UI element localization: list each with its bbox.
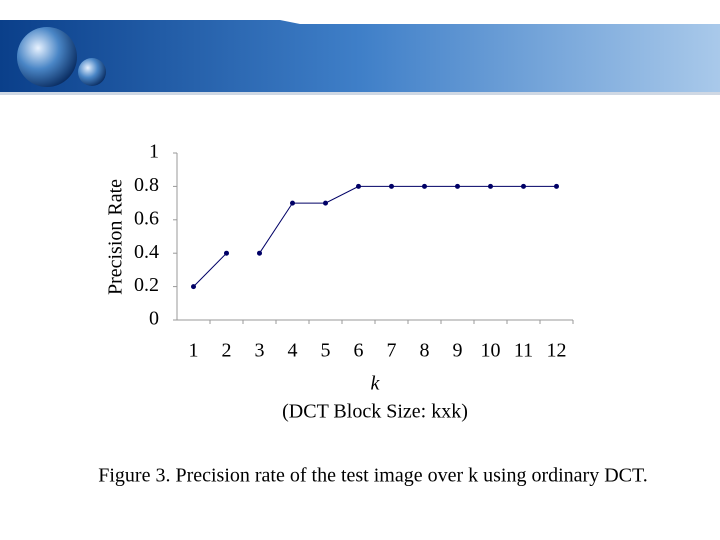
y-tick-label: 0.2: [134, 274, 159, 296]
x-tick-label: 12: [547, 340, 567, 362]
x-tick-label: 8: [420, 340, 430, 362]
data-point: [191, 284, 196, 290]
y-tick-label: 0.6: [134, 207, 159, 229]
data-point: [455, 183, 460, 189]
x-tick-label: 9: [453, 340, 463, 362]
data-point: [422, 183, 427, 189]
x-tick-label: 2: [222, 340, 232, 362]
data-point: [290, 200, 295, 206]
y-tick-label: 1: [149, 141, 159, 163]
data-point: [521, 183, 526, 189]
x-tick-label: 11: [514, 340, 533, 362]
x-tick-label: 7: [387, 340, 397, 362]
data-point: [323, 200, 328, 206]
caption: Figure 3. Precision rate of the test ima…: [98, 465, 648, 487]
data-point: [389, 183, 394, 189]
y-tick-label: 0: [149, 308, 159, 330]
x-axis-sublabel: (DCT Block Size: kxk): [282, 401, 468, 423]
x-tick-label: 6: [354, 340, 364, 362]
y-tick-label: 0.8: [134, 174, 159, 196]
x-tick-label: 5: [321, 340, 331, 362]
data-point: [356, 183, 361, 189]
data-point: [257, 250, 262, 256]
data-point: [224, 250, 229, 256]
y-tick-label: 0.4: [134, 241, 159, 263]
series-line: [259, 185, 557, 254]
x-tick-label: 10: [481, 340, 501, 362]
header-banner: [0, 0, 720, 95]
data-point: [488, 183, 493, 189]
x-axis-label: k: [371, 373, 381, 395]
data-point: [554, 183, 559, 189]
x-tick-label: 1: [189, 340, 199, 362]
y-axis-label: Precision Rate: [105, 179, 127, 295]
x-tick-label: 4: [288, 340, 298, 362]
x-tick-label: 3: [255, 340, 265, 362]
series-line: [193, 252, 227, 287]
